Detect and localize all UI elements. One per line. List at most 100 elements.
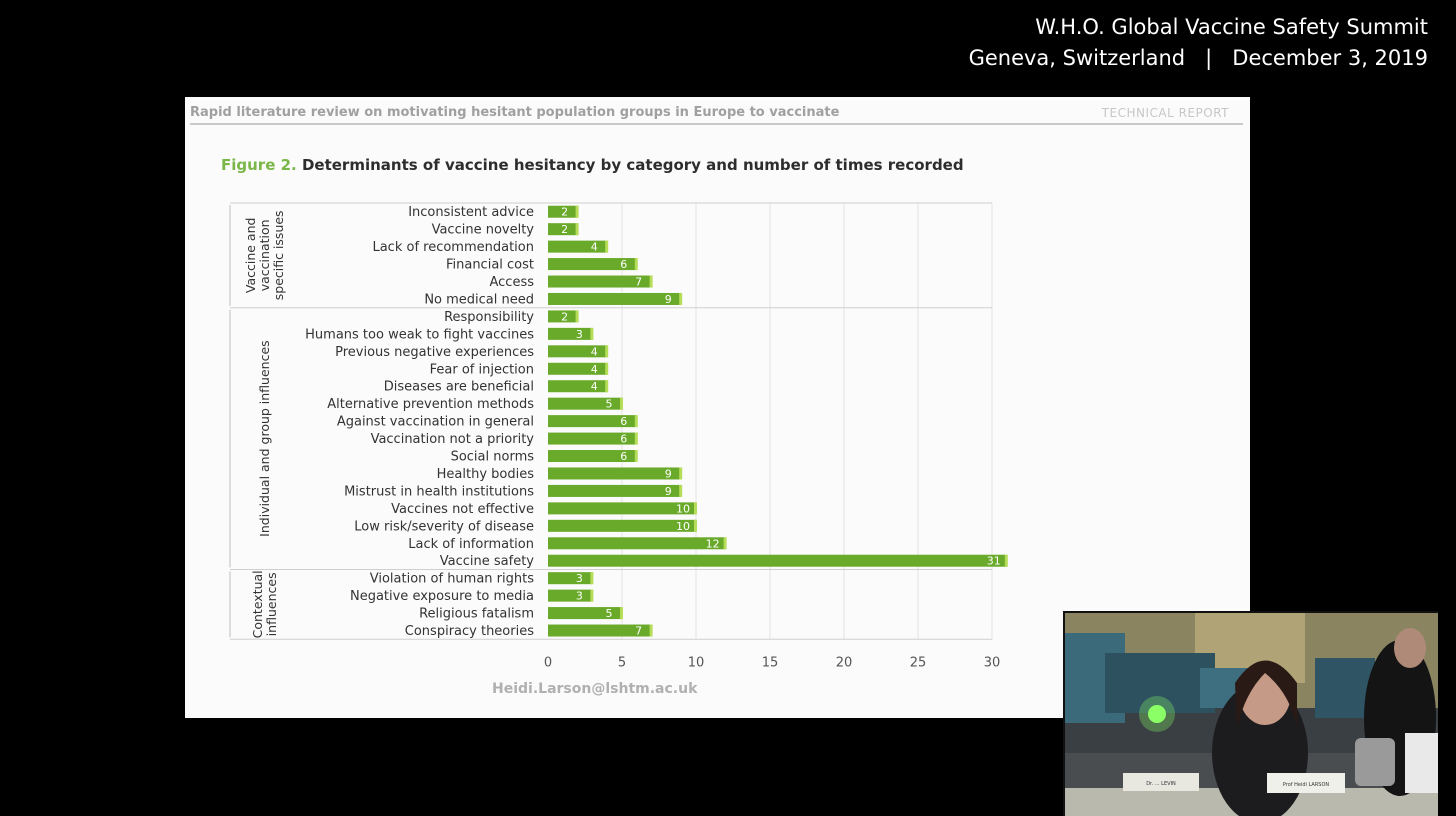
data-label: 2 [561,223,568,236]
data-label: 4 [591,380,598,393]
report-type: TECHNICAL REPORT [1101,106,1229,120]
bar-highlight [634,258,638,271]
x-tick-label: 30 [984,655,1001,670]
bar [548,310,578,323]
category-label: Against vaccination in general [337,415,534,430]
bar [548,362,608,375]
bar [548,467,682,480]
event-location-date: Geneva, Switzerland | December 3, 2019 [968,46,1428,70]
event-title: W.H.O. Global Vaccine Safety Summit [1035,15,1428,39]
bar-highlight [575,223,579,236]
category-label: Vaccine safety [440,554,535,569]
category-label: Humans too weak to fight vaccines [305,327,534,342]
group-label-line: specific issues [271,210,286,300]
category-label: Negative exposure to media [350,589,534,604]
category-label: No medical need [424,292,534,307]
data-label: 10 [676,502,690,515]
bar-highlight [590,589,594,602]
data-label: 4 [591,241,598,254]
category-label: Low risk/severity of disease [354,519,534,534]
bar [548,607,622,620]
data-label: 6 [620,450,627,463]
data-label: 9 [665,293,672,306]
data-label: 4 [591,363,598,376]
figure-label: Figure 2. [221,156,297,174]
data-label: 2 [561,310,568,323]
data-label: 3 [576,590,583,603]
bar-highlight [605,240,609,253]
bar-highlight [575,205,579,218]
x-tick-label: 20 [836,655,853,670]
category-label: Violation of human rights [370,572,534,587]
category-label: Financial cost [446,258,534,273]
data-label: 31 [987,555,1001,568]
data-label: 6 [620,433,627,446]
bar [548,223,578,236]
x-tick-label: 5 [618,655,626,670]
bar [548,292,682,305]
data-label: 7 [635,276,642,289]
data-label: 6 [620,258,627,271]
speaker-video: Dr. ... LEVIN Prof Heidi LARSON [1063,611,1438,816]
bar [548,205,578,218]
bar-highlight [649,275,653,288]
category-label: Inconsistent advice [408,205,534,220]
category-label: Access [489,275,534,290]
bar [548,432,637,445]
bar [548,589,593,602]
bar-highlight [634,450,638,463]
data-label: 6 [620,415,627,428]
presenter-email: Heidi.Larson@lshtm.ac.uk [492,681,698,697]
bar [548,345,608,358]
bar-highlight [605,380,609,393]
bar-highlight [634,415,638,428]
category-label: Conspiracy theories [405,624,534,639]
bar-highlight [590,327,594,340]
category-label: Responsibility [444,310,534,325]
data-label: 5 [606,398,613,411]
bar [548,240,608,253]
group-label: Vaccine andvaccinationspecific issues [243,210,286,300]
category-label: Vaccination not a priority [371,432,535,447]
bar-highlight [679,292,683,305]
bar [548,554,1007,567]
group-label-line: vaccination [257,219,272,291]
bar-highlight [590,572,594,585]
data-label: 5 [606,607,613,620]
group-label: Contextualinfluences [250,570,279,638]
category-label: Vaccine novelty [432,223,535,238]
bar [548,397,622,410]
x-tick-label: 10 [688,655,705,670]
category-label: Vaccines not effective [391,502,534,517]
category-label: Alternative prevention methods [327,397,534,412]
event-caption: W.H.O. Global Vaccine Safety Summit Gene… [969,12,1428,74]
data-label: 2 [561,206,568,219]
bar-highlight [694,502,697,515]
category-label: Diseases are beneficial [384,380,534,395]
category-label: Lack of recommendation [372,240,534,255]
bar [548,624,652,637]
data-label: 3 [576,572,583,585]
nameplate-left: Dr. ... LEVIN [1146,781,1176,787]
data-label: 9 [665,467,672,480]
x-tick-label: 15 [762,655,779,670]
figure-title: Determinants of vaccine hesitancy by cat… [301,156,964,174]
category-label: Previous negative experiences [335,345,534,360]
bar [548,380,608,393]
report-header: Rapid literature review on motivating he… [190,105,1243,125]
bar [548,415,637,428]
bar-highlight [634,432,638,445]
nameplate-right: Prof Heidi LARSON [1283,782,1330,788]
bar-highlight [723,537,727,550]
bar-highlight [679,484,683,497]
bar [548,258,637,271]
bar-highlight [649,624,653,637]
group-label-line: Contextual [250,570,265,638]
presentation-slide: Rapid literature review on motivating he… [185,97,1250,718]
group-label-line: Individual and group influences [257,340,272,537]
data-label: 10 [676,520,690,533]
bar-highlight [605,345,609,358]
bar [548,519,696,532]
group-label-line: Vaccine and [243,218,258,294]
bar-highlight [620,397,623,410]
